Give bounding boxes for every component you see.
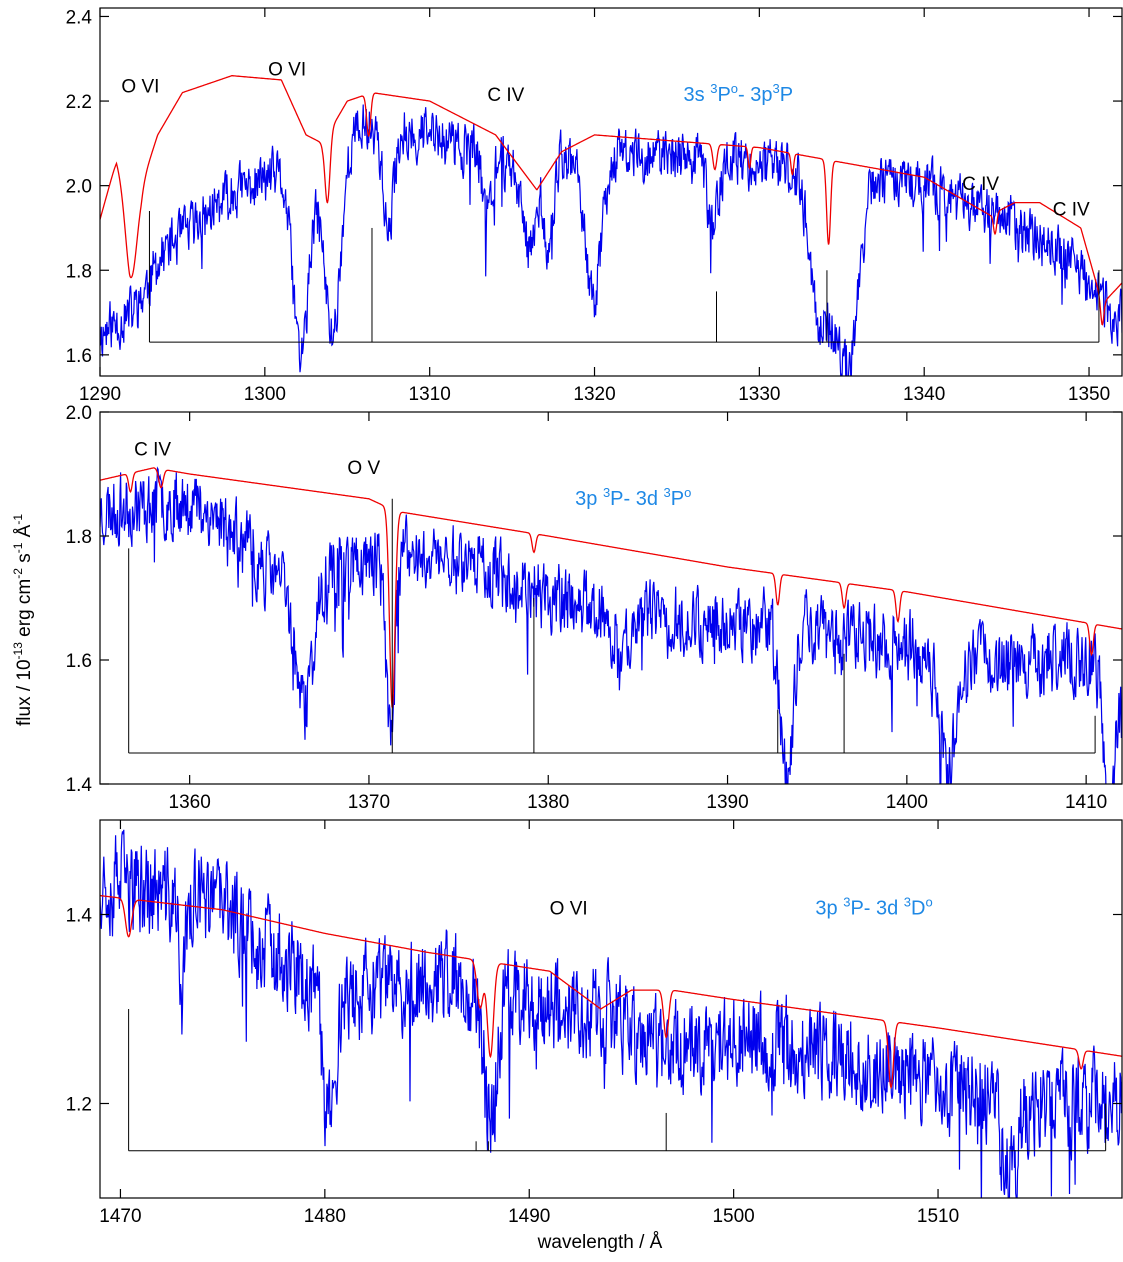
middle-model-spectrum-line: [100, 467, 1122, 709]
top-ion-label: C IV: [962, 174, 999, 195]
bottom-x-tick-label: 1470: [99, 1206, 141, 1227]
panel-bottom: 1470 1480 1490 1500 1510 1.2 1.4 O VI 3p 3P- 3d …: [66, 819, 1123, 1227]
middle-y-tick-label: 1.4: [66, 775, 93, 796]
top-y-tick-label: 2.2: [66, 92, 92, 113]
middle-x-tick-label: 1360: [169, 792, 211, 813]
bottom-x-tick-label: 1490: [508, 1206, 550, 1227]
middle-transition-label: 3p 3P- 3d 3Po: [575, 485, 691, 510]
bottom-transition-label: 3p 3P- 3d 3Do: [815, 895, 932, 920]
middle-ion-label: C IV: [134, 439, 171, 460]
top-y-tick-label: 1.8: [66, 261, 92, 282]
top-x-tick-label: 1350: [1068, 384, 1110, 405]
bottom-y-tick-label: 1.2: [66, 1095, 92, 1116]
top-x-tick-label: 1290: [79, 384, 121, 405]
top-transition-label: 3s 3Po- 3p3P: [684, 81, 794, 106]
bottom-observed-spectrum-line: [100, 829, 1122, 1198]
panel-middle: 1360 1370 1380 1390 1400 1410 1.4 1.6 1.8 2.0 C IV…: [66, 403, 1123, 813]
top-plot-area: [100, 75, 1122, 376]
top-x-tick-label: 1300: [244, 384, 286, 405]
top-x-tick-label: 1310: [409, 384, 451, 405]
x-axis-title: wavelength / Å: [537, 1232, 663, 1253]
bottom-x-tick-label: 1500: [712, 1206, 754, 1227]
middle-x-tick-label: 1390: [706, 792, 748, 813]
middle-x-tick-label: 1410: [1065, 792, 1107, 813]
top-x-tick-label: 1320: [573, 384, 615, 405]
middle-x-tick-label: 1370: [348, 792, 390, 813]
middle-y-tick-label: 1.6: [66, 651, 92, 672]
top-observed-spectrum-line: [100, 104, 1122, 376]
top-x-tick-label: 1340: [903, 384, 945, 405]
bottom-x-tick-label: 1480: [304, 1206, 346, 1227]
bottom-plot-area: [100, 829, 1122, 1198]
middle-observed-spectrum-line: [100, 466, 1122, 784]
middle-y-tick-label: 1.8: [66, 527, 92, 548]
top-model-spectrum-line: [100, 75, 1122, 326]
middle-x-tick-label: 1400: [886, 792, 928, 813]
bottom-frame: [99, 819, 1123, 1199]
top-y-tick-label: 2.4: [66, 7, 93, 28]
bottom-model-spectrum-line: [100, 894, 1122, 1090]
top-frame: [99, 7, 1123, 377]
middle-ion-label: O V: [347, 458, 380, 479]
top-ion-label: C IV: [1053, 199, 1090, 220]
middle-frame: [99, 411, 1123, 785]
top-y-tick-label: 1.6: [66, 346, 92, 367]
bottom-ion-label: O VI: [550, 899, 588, 920]
top-x-tick-label: 1330: [738, 384, 780, 405]
bottom-x-tick-label: 1510: [917, 1206, 959, 1227]
top-ion-label: O VI: [121, 77, 159, 98]
bottom-y-tick-label: 1.4: [66, 906, 93, 927]
middle-x-tick-label: 1380: [527, 792, 569, 813]
middle-plot-area: [100, 466, 1122, 784]
top-y-tick-label: 2.0: [66, 177, 92, 198]
middle-y-tick-label: 2.0: [66, 403, 92, 424]
y-axis-title: flux / 10-13 erg cm-2 s-1 Å-1: [11, 514, 35, 726]
panel-top: 1290 1300 1310 1320 1330 1340 1350 1.6 1.8 2.0 2.2…: [66, 7, 1123, 405]
top-ion-label: O VI: [268, 60, 306, 81]
top-ion-label: C IV: [487, 85, 524, 106]
